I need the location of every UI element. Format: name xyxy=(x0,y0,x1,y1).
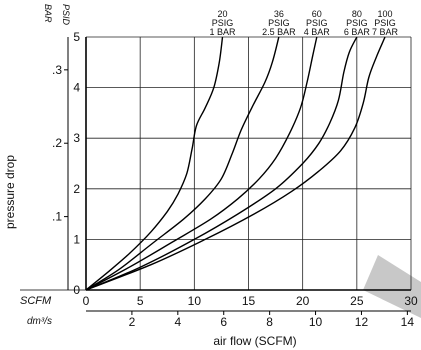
curve-4 xyxy=(85,36,386,291)
series-label-2: PSIG xyxy=(306,18,328,28)
series-label-3: PSIG xyxy=(346,18,368,28)
y-secondary-tick-label: .1 xyxy=(52,210,62,224)
grid xyxy=(86,36,412,290)
series-label-4: PSIG xyxy=(374,18,396,28)
series-label-2: 60 xyxy=(312,9,322,19)
series-label-3: 80 xyxy=(352,9,362,19)
x-secondary-unit-label: dm³/s xyxy=(27,316,52,327)
y-primary-unit-label: PSID xyxy=(61,4,71,26)
x-secondary-tick-label: 4 xyxy=(174,315,181,329)
x-secondary-tick-label: 12 xyxy=(355,315,369,329)
series-label-3: 6 BAR xyxy=(344,27,371,37)
y-secondary-tick-label: .2 xyxy=(52,136,62,150)
series-label-0: 1 BAR xyxy=(209,27,236,37)
y-tick-label: 1 xyxy=(73,232,80,246)
curve-2 xyxy=(85,36,318,291)
curve-0 xyxy=(85,36,224,291)
series-label-4: 7 BAR xyxy=(372,27,399,37)
y-tick-label: 4 xyxy=(73,81,80,95)
y-tick-label: 2 xyxy=(73,182,80,196)
y-secondary-unit-label: BAR xyxy=(43,4,53,23)
x-secondary-tick-label: 10 xyxy=(309,315,323,329)
x-tick-label: 20 xyxy=(296,294,310,308)
x-tick-label: 25 xyxy=(350,294,364,308)
curve-3 xyxy=(85,36,358,291)
y-tick-label: 0 xyxy=(73,283,80,297)
x-secondary-tick-label: 6 xyxy=(220,315,227,329)
x-primary-unit-label: SCFM xyxy=(20,295,52,307)
x-axis-title: air flow (SCFM) xyxy=(213,334,296,348)
series-label-1: 2.5 BAR xyxy=(262,27,296,37)
x-tick-label: 30 xyxy=(404,294,418,308)
x-tick-label: 15 xyxy=(242,294,256,308)
y-tick-label: 5 xyxy=(73,30,80,44)
series-label-1: 36 xyxy=(274,9,284,19)
y-axis-title: pressure drop xyxy=(3,155,17,229)
series-label-1: PSIG xyxy=(268,18,290,28)
x-secondary-tick-label: 2 xyxy=(129,315,136,329)
series-label-0: 20 xyxy=(217,9,227,19)
x-secondary-tick-label: 8 xyxy=(266,315,273,329)
y-secondary-tick-label: .3 xyxy=(52,63,62,77)
series-label-0: PSIG xyxy=(212,18,234,28)
axes xyxy=(20,37,411,312)
x-tick-label: 0 xyxy=(83,294,90,308)
x-tick-label: 5 xyxy=(137,294,144,308)
x-tick-label: 10 xyxy=(188,294,202,308)
y-tick-label: 3 xyxy=(73,131,80,145)
curve-1 xyxy=(85,36,280,291)
decorative-wedge xyxy=(363,255,421,318)
curves xyxy=(85,36,386,291)
x-secondary-tick-label: 14 xyxy=(401,315,415,329)
series-label-2: 4 BAR xyxy=(304,27,331,37)
series-label-4: 100 xyxy=(377,9,392,19)
